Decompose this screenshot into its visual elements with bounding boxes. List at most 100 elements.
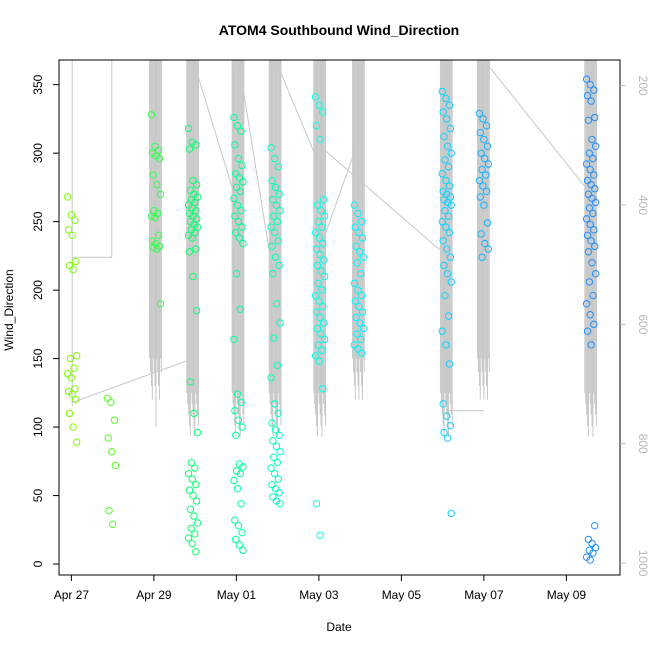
- data-point: [444, 163, 453, 171]
- data-point: [65, 409, 74, 418]
- data-point: [591, 198, 600, 207]
- data-point: [186, 378, 195, 386]
- data-point: [314, 217, 323, 226]
- data-point: [586, 311, 594, 319]
- data-point: [351, 297, 359, 305]
- data-point: [67, 211, 76, 219]
- data-point: [318, 286, 326, 294]
- data-point: [356, 269, 365, 278]
- data-point: [272, 201, 281, 209]
- data-point: [355, 228, 363, 237]
- data-point: [582, 75, 591, 83]
- depth-line-segment: [237, 60, 277, 291]
- data-point: [149, 243, 157, 252]
- data-point: [484, 245, 493, 253]
- data-point: [275, 431, 283, 439]
- data-point: [232, 183, 241, 192]
- data-point: [275, 190, 283, 198]
- data-point: [316, 250, 324, 259]
- data-point: [270, 469, 279, 478]
- y2-tick-label: 1000: [636, 550, 650, 577]
- data-point: [319, 239, 327, 248]
- data-point: [586, 165, 594, 174]
- data-point: [184, 469, 193, 478]
- data-point: [587, 97, 595, 105]
- data-point: [156, 300, 165, 308]
- data-point: [270, 400, 279, 408]
- data-point: [233, 485, 242, 493]
- data-point: [236, 305, 244, 313]
- data-point: [192, 180, 201, 189]
- data-point: [317, 330, 325, 338]
- data-point: [439, 237, 447, 245]
- data-point: [475, 176, 484, 185]
- data-point: [354, 209, 362, 218]
- data-point: [476, 193, 484, 201]
- data-point: [480, 135, 488, 144]
- data-point: [156, 190, 165, 198]
- data-point: [153, 180, 161, 189]
- data-point: [586, 220, 594, 229]
- data-point: [441, 206, 449, 215]
- data-point: [359, 324, 368, 333]
- y2-tick-label: 200: [636, 76, 650, 96]
- data-point: [320, 256, 328, 264]
- data-point: [589, 154, 597, 163]
- data-point: [590, 86, 598, 94]
- y-tick-label: 50: [31, 489, 45, 503]
- data-point: [232, 535, 240, 544]
- data-point: [188, 539, 196, 548]
- data-point: [231, 141, 239, 149]
- y-tick-label: 300: [31, 143, 45, 163]
- data-point: [237, 206, 245, 215]
- y-tick-label: 150: [31, 348, 45, 368]
- data-point: [314, 279, 323, 287]
- data-point: [316, 135, 324, 144]
- data-point: [276, 448, 284, 456]
- depth-line-segment: [275, 60, 321, 168]
- data-point: [232, 169, 240, 178]
- y2-tick-label: 800: [636, 434, 650, 454]
- data-point: [234, 416, 243, 424]
- data-point: [184, 534, 193, 542]
- data-point: [352, 313, 360, 322]
- data-point: [445, 101, 454, 109]
- data-point: [350, 201, 359, 209]
- data-point: [276, 500, 284, 508]
- data-point: [104, 434, 112, 442]
- data-point: [274, 237, 282, 245]
- data-point: [591, 521, 599, 530]
- data-point: [313, 324, 322, 333]
- data-point: [271, 426, 280, 434]
- data-point: [584, 535, 593, 544]
- data-point: [318, 223, 326, 231]
- data-point: [315, 234, 323, 242]
- data-point: [584, 248, 593, 256]
- data-point: [275, 261, 283, 270]
- data-point: [64, 193, 72, 201]
- data-point: [320, 272, 329, 281]
- data-point: [357, 349, 366, 357]
- data-point: [315, 357, 323, 366]
- data-point: [313, 201, 322, 209]
- data-point: [311, 352, 320, 360]
- data-point: [588, 539, 596, 548]
- data-point: [239, 463, 247, 471]
- data-point: [270, 334, 278, 342]
- x-tick-label: May 03: [299, 588, 339, 602]
- data-point: [230, 113, 238, 122]
- data-point: [269, 196, 277, 204]
- data-point: [238, 528, 246, 537]
- data-point: [237, 500, 245, 508]
- data-point: [582, 160, 591, 168]
- data-point: [444, 312, 453, 320]
- data-point: [443, 412, 451, 420]
- data-point: [583, 231, 592, 240]
- data-point: [438, 217, 446, 226]
- data-point: [447, 509, 455, 518]
- data-point: [187, 524, 195, 533]
- data-point: [69, 265, 77, 274]
- data-point: [438, 87, 446, 96]
- data-point: [233, 201, 242, 209]
- data-point: [267, 223, 275, 231]
